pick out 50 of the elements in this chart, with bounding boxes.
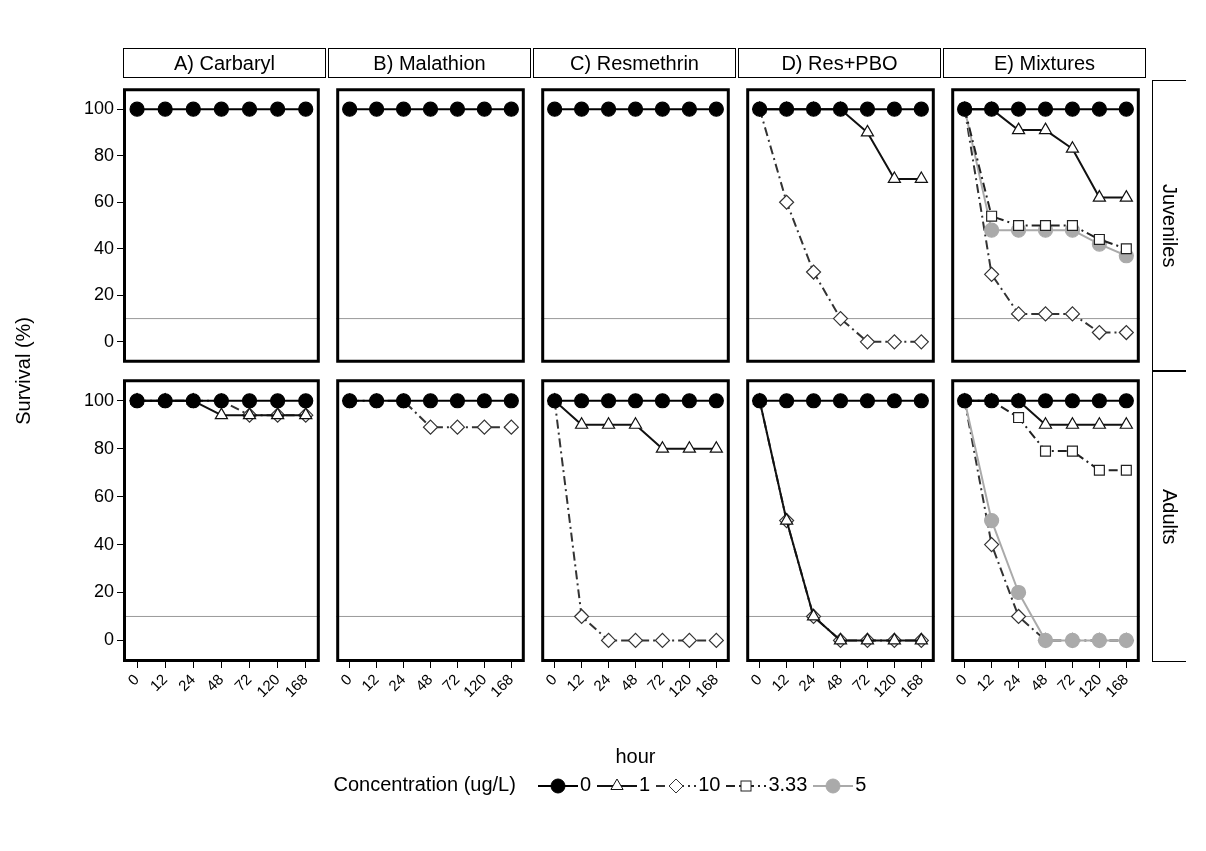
x-tick-label: 0 <box>951 670 970 689</box>
x-tick-label: 12 <box>972 670 997 695</box>
chart-title: A) Carbaryl <box>123 48 326 78</box>
x-tick-label: 72 <box>230 670 255 695</box>
legend-title: Concentration (ug/L) <box>333 773 516 795</box>
x-tick-label: 12 <box>767 670 792 695</box>
x-tick-label: 24 <box>384 670 409 695</box>
x-tick-label: 0 <box>124 670 143 689</box>
y-tick-label: 40 <box>93 533 114 554</box>
chart-title: C) Resmethrin <box>533 48 736 78</box>
chart-title: E) Mixtures <box>943 48 1146 78</box>
x-tick-label: 24 <box>589 670 614 695</box>
x-tick-label: 48 <box>1026 670 1051 695</box>
x-tick-label: 0 <box>746 670 765 689</box>
x-tick-label: 168 <box>281 670 311 701</box>
text: Juveniles <box>1158 183 1181 268</box>
y-tick-label: 60 <box>93 191 114 212</box>
x-tick-label: 0 <box>541 670 560 689</box>
x-tick-label: 12 <box>146 670 171 695</box>
x-tick-label: 12 <box>357 670 382 695</box>
x-tick-label: 24 <box>999 670 1024 695</box>
y-tick-label: 80 <box>93 437 114 458</box>
legend-label: 3.33 <box>768 773 808 795</box>
x-tick-label: 48 <box>616 670 641 695</box>
y-tick-label: 100 <box>83 389 114 410</box>
x-axis-title: hour <box>614 745 657 768</box>
y-axis-title: Survival (%) <box>11 317 35 425</box>
x-tick-label: 48 <box>411 670 436 695</box>
x-tick-label: 12 <box>562 670 587 695</box>
x-tick-label: 120 <box>252 670 283 701</box>
legend-label: 10 <box>698 773 721 795</box>
y-tick-label: 40 <box>93 237 114 258</box>
x-tick-label: 24 <box>794 670 819 695</box>
y-tick-label: 0 <box>103 330 114 351</box>
y-tick-label: 20 <box>93 284 114 305</box>
y-tick-label: 60 <box>93 485 114 506</box>
y-tick-label: 100 <box>83 98 114 119</box>
y-tick-label: 0 <box>103 629 114 650</box>
x-tick-label: 48 <box>202 670 227 695</box>
y-tick-label: 20 <box>93 581 114 602</box>
legend-label: 1 <box>639 773 651 795</box>
x-tick-label: 48 <box>821 670 846 695</box>
chart-title: B) Malathion <box>328 48 531 78</box>
y-tick-label: 80 <box>93 144 114 165</box>
legend-label: 5 <box>855 773 867 795</box>
chart-title: D) Res+PBO <box>738 48 941 78</box>
x-tick-label: 0 <box>336 670 355 689</box>
legend-label: 0 <box>579 773 591 795</box>
text: Adults <box>1158 488 1181 545</box>
x-tick-label: 24 <box>174 670 199 695</box>
